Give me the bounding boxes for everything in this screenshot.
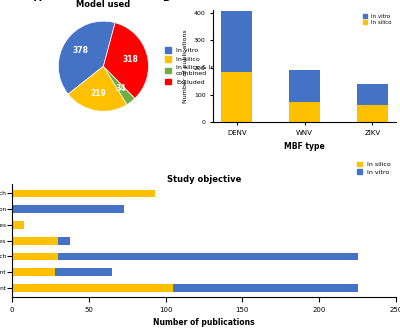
Text: A: A (34, 0, 41, 3)
Legend: In silico, In vitro: In silico, In vitro (355, 159, 393, 177)
Bar (12, 221, 24, 229)
Title: Model used: Model used (76, 0, 130, 9)
Legend: In vitro, In silico: In vitro, In silico (362, 13, 393, 26)
Bar (12, 205, 124, 213)
Text: B: B (162, 0, 169, 3)
Bar (12, 252, 58, 260)
Bar (55, 268, 112, 276)
Bar (357, 105, 388, 122)
Bar (58, 252, 358, 260)
Text: 318: 318 (122, 55, 138, 64)
Bar (12, 237, 58, 245)
Wedge shape (104, 66, 135, 105)
Title: Study objective: Study objective (167, 175, 241, 183)
Text: 34: 34 (115, 84, 126, 93)
Bar (12, 268, 55, 276)
Wedge shape (58, 21, 115, 94)
X-axis label: MBF type: MBF type (284, 142, 325, 151)
Bar (357, 84, 388, 105)
Bar (289, 70, 320, 102)
Wedge shape (104, 23, 148, 98)
Bar (289, 102, 320, 122)
Text: 378: 378 (72, 46, 88, 55)
Bar (173, 284, 358, 292)
Bar (222, 11, 252, 72)
Bar (58, 237, 70, 245)
Bar (12, 189, 155, 197)
Bar (222, 72, 252, 122)
Legend: In vitro, In silico, In silico & In vitro
combined, Excluded: In vitro, In silico, In silico & In vitr… (163, 45, 233, 87)
Wedge shape (68, 66, 127, 111)
X-axis label: Number of publications: Number of publications (153, 318, 255, 327)
Y-axis label: Number of publications: Number of publications (183, 29, 188, 103)
Text: 219: 219 (91, 89, 106, 98)
Bar (12, 284, 173, 292)
